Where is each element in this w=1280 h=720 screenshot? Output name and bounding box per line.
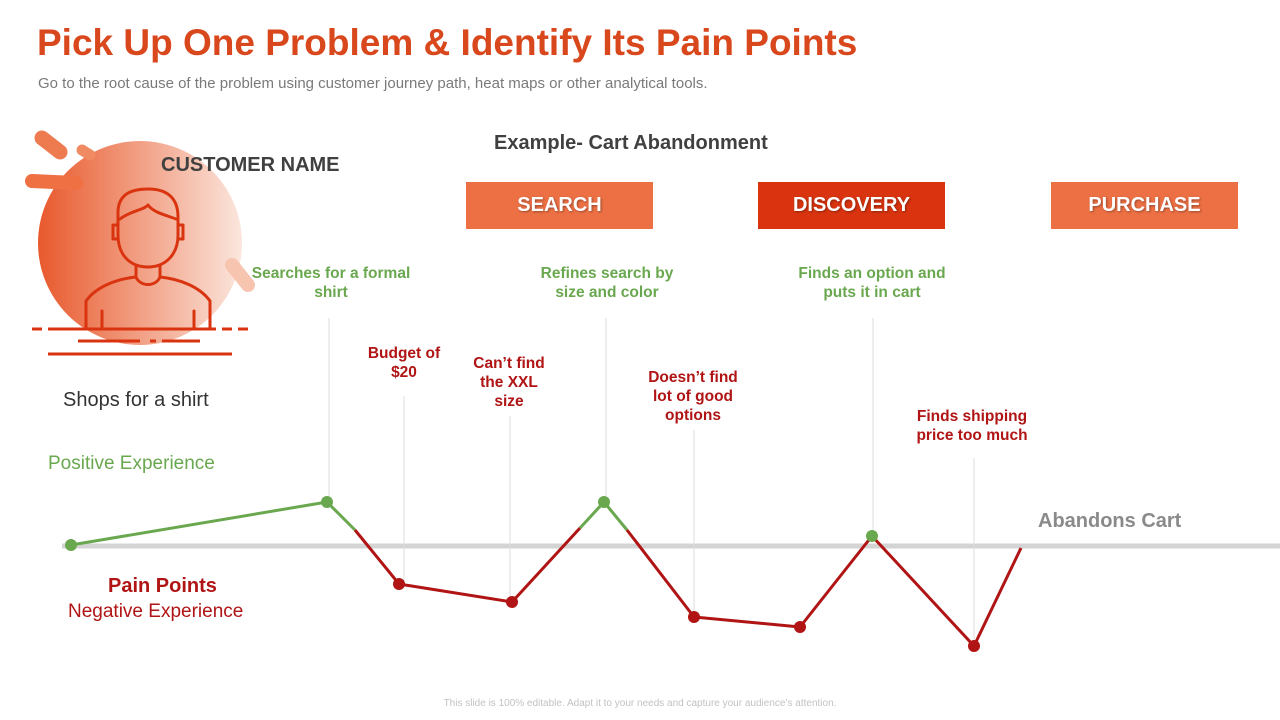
journey-segment-positive [70,500,328,547]
page-title: Pick Up One Problem & Identify Its Pain … [37,22,858,63]
journey-point-negative [794,621,806,633]
journey-segment-negative [510,526,582,604]
example-title: Example- Cart Abandonment [494,132,768,154]
page-subtitle: Go to the root cause of the problem usin… [38,75,708,92]
label-budget: Budget of $20 [367,345,441,381]
positive-experience-label: Positive Experience [48,453,215,474]
label-xxl: Can’t find the XXL size [473,355,545,410]
journey-point-negative [506,596,518,608]
customer-name-label: CUSTOMER NAME [161,154,340,176]
phase-discovery: DISCOVERY [758,182,945,229]
journey-point-positive [866,530,878,542]
label-shipping: Finds shipping price too much [916,408,1028,444]
journey-point-negative [688,611,700,623]
journey-point-positive [598,496,610,508]
label-finds-option: Finds an option and puts it in cart [798,265,946,301]
journey-segment-negative [693,615,801,629]
abandons-cart-label: Abandons Cart [1038,510,1182,532]
phase-purchase: PURCHASE [1051,182,1238,229]
pain-points-label: Pain Points [108,575,217,597]
journey-segment-negative [798,535,874,628]
phase-search: SEARCH [466,182,653,229]
label-refines: Refines search by size and color [540,265,674,301]
label-no-options: Doesn’t find lot of good options [648,369,738,424]
journey-point-negative [968,640,980,652]
journey-point-positive [321,496,333,508]
label-searches: Searches for a formal shirt [251,265,411,301]
journey-segment-negative [398,582,513,604]
journey-segment-positive [602,501,629,531]
journey-segment-negative [625,529,696,618]
journey-segment-negative [353,529,401,585]
journey-segment-negative [972,547,1023,647]
person-icon [25,130,255,356]
footer-note: This slide is 100% editable. Adapt it to… [443,698,837,709]
phase-discovery-label: DISCOVERY [792,194,911,216]
journey-segment-positive [325,500,357,532]
journey-segment-negative [870,534,976,648]
journey-point-start [65,539,77,551]
phase-purchase-label: PURCHASE [1088,194,1201,216]
phase-search-label: SEARCH [517,194,602,216]
journey-point-negative [393,578,405,590]
negative-experience-label: Negative Experience [68,601,244,622]
persona-action: Shops for a shirt [63,389,209,411]
